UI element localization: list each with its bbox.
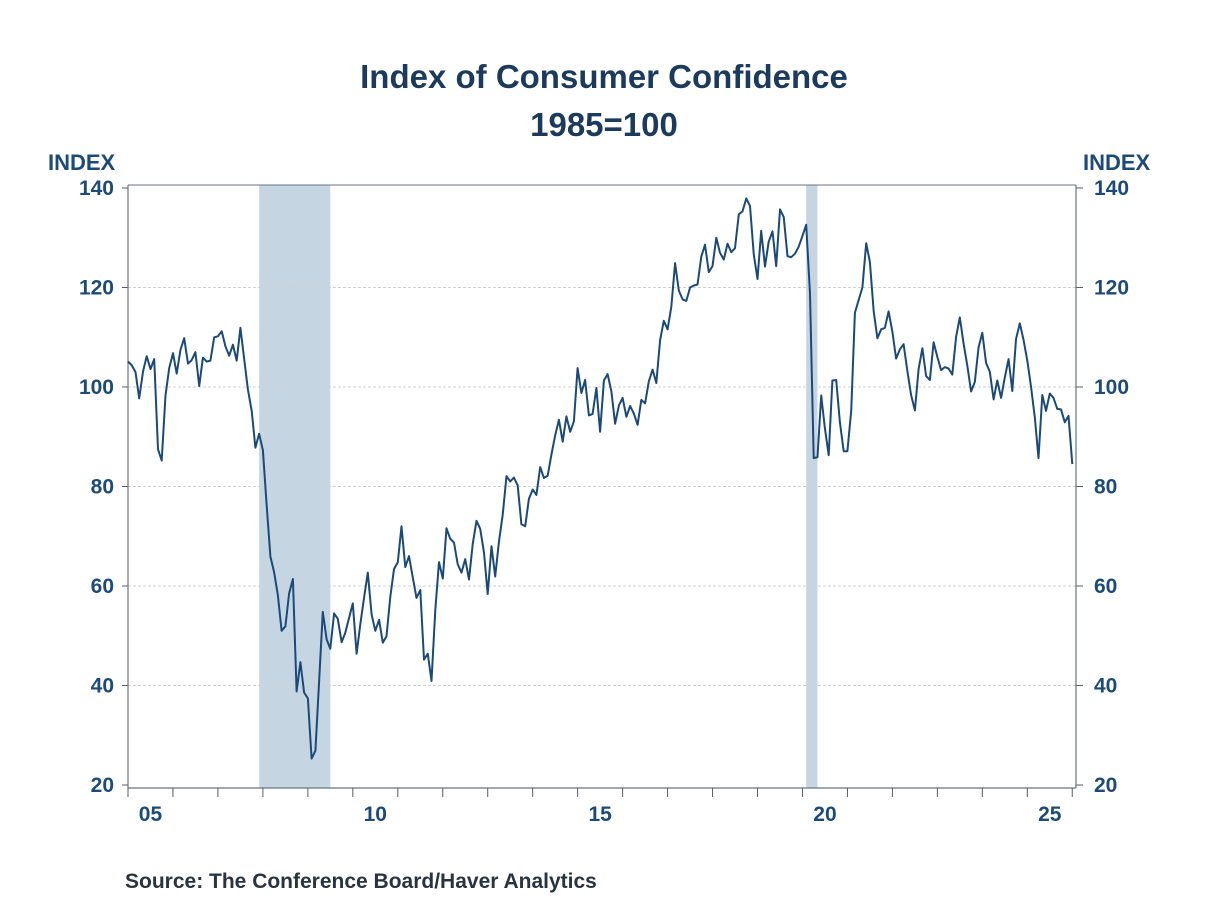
x-tick-label: 25 [1038, 803, 1062, 826]
left-axis-unit-label: INDEX [48, 150, 116, 175]
y-tick-label-left: 60 [91, 575, 114, 598]
y-tick-label-right: 20 [1094, 774, 1117, 797]
chart-subtitle: 1985=100 [530, 106, 678, 143]
y-tick-label-left: 100 [79, 376, 114, 399]
x-tick-label: 05 [139, 803, 163, 826]
x-tick-label: 10 [364, 803, 387, 826]
y-tick-label-right: 60 [1094, 575, 1117, 598]
y-tick-label-left: 20 [91, 774, 114, 797]
y-tick-label-left: 140 [79, 177, 114, 200]
y-tick-label-left: 40 [91, 675, 114, 698]
y-tick-label-right: 140 [1094, 177, 1129, 200]
y-tick-label-right: 100 [1094, 376, 1129, 399]
y-tick-label-left: 80 [91, 476, 114, 499]
right-axis-unit-label: INDEX [1083, 150, 1151, 175]
chart-title: Index of Consumer Confidence [360, 58, 848, 95]
recession-shading [806, 185, 818, 788]
x-tick-label: 20 [813, 803, 836, 826]
x-tick-label: 15 [588, 803, 612, 826]
y-tick-label-left: 120 [79, 277, 114, 300]
y-tick-label-right: 40 [1094, 675, 1117, 698]
consumer-confidence-line [127, 197, 1074, 760]
y-tick-label-right: 80 [1094, 476, 1117, 499]
source-note: Source: The Conference Board/Haver Analy… [125, 870, 597, 893]
y-tick-label-right: 120 [1094, 277, 1129, 300]
